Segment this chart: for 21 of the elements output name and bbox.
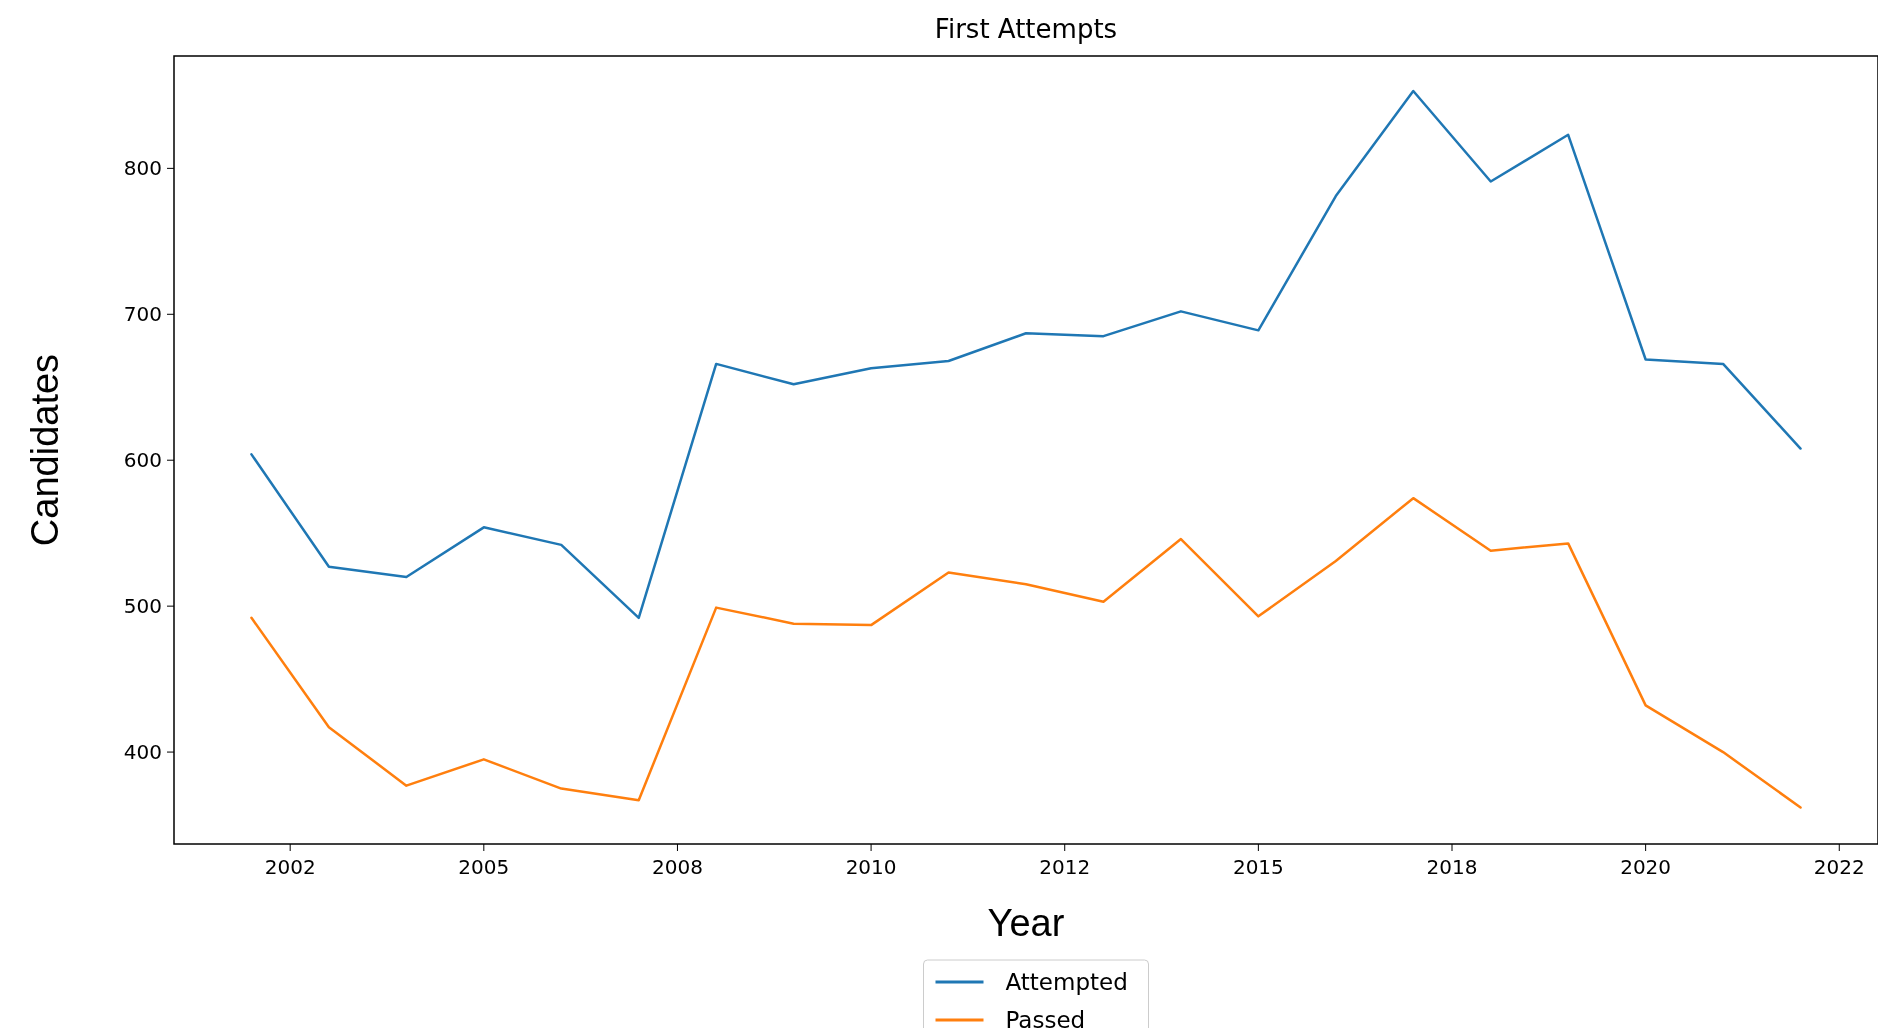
x-tick-label: 2005 (458, 855, 510, 879)
legend-label: Attempted (1005, 969, 1128, 996)
x-tick-label: 2002 (264, 855, 316, 879)
chart-title: First Attempts (934, 14, 1118, 44)
legend-label: Passed (1005, 1007, 1086, 1034)
y-tick-label: 800 (123, 156, 162, 181)
y-axis-title: Candidates (24, 353, 66, 547)
y-tick-label: 400 (123, 740, 162, 765)
line-series (250, 89, 1802, 620)
x-tick-label: 2018 (1426, 855, 1478, 879)
x-tick-label: 2010 (845, 855, 897, 879)
y-tick-label: 700 (123, 302, 162, 327)
line-series (250, 496, 1802, 809)
y-tick-label: 600 (123, 448, 162, 473)
x-tick-label: 2008 (652, 855, 703, 879)
x-tick-label: 2020 (1620, 855, 1672, 879)
x-tick-label: 2012 (1039, 855, 1091, 879)
y-tick-label: 500 (123, 594, 162, 619)
x-tick-label: 2015 (1232, 855, 1284, 879)
x-axis-title: Year (987, 902, 1065, 944)
x-tick-label: 2022 (1813, 855, 1865, 879)
